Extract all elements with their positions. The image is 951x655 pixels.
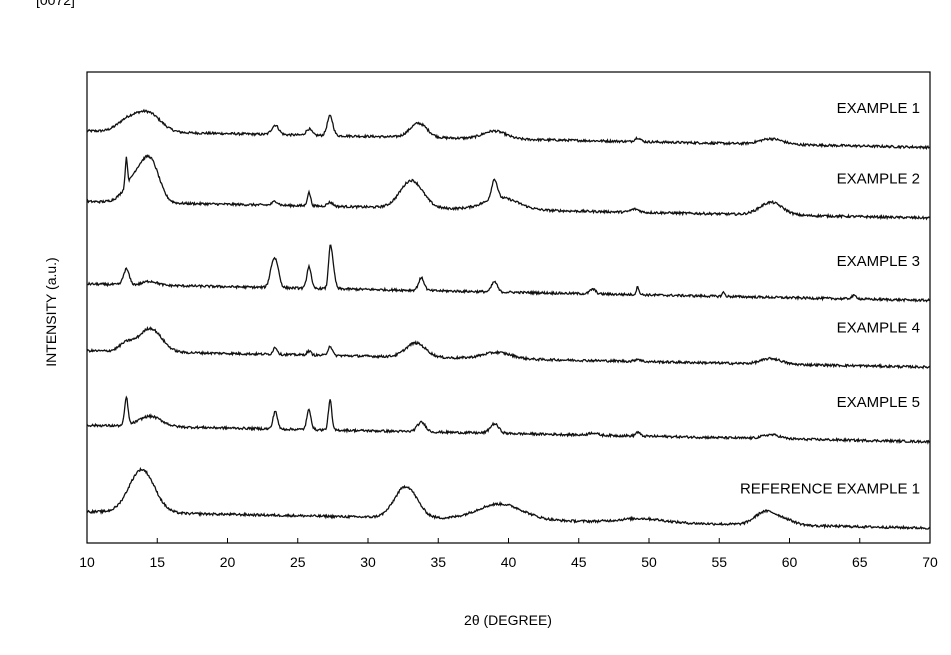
x-tick-label: 45 xyxy=(571,554,587,570)
series-line-3 xyxy=(87,245,930,301)
series-label-3: EXAMPLE 3 xyxy=(837,253,920,270)
x-tick-label: 35 xyxy=(430,554,446,570)
x-tick-label: 10 xyxy=(79,554,95,570)
series-line-1 xyxy=(87,110,930,148)
x-tick-label: 55 xyxy=(711,554,727,570)
series-line-2 xyxy=(87,155,930,218)
series-label-4: EXAMPLE 4 xyxy=(837,320,920,337)
x-tick-label: 20 xyxy=(220,554,236,570)
x-tick-label: 65 xyxy=(852,554,868,570)
x-axis-title: 2θ (DEGREE) xyxy=(464,612,552,628)
y-axis-title: INTENSITY (a.u.) xyxy=(43,257,59,366)
x-tick-label: 15 xyxy=(149,554,165,570)
x-tick-label: 25 xyxy=(290,554,306,570)
series-label-6: REFERENCE EXAMPLE 1 xyxy=(740,481,920,498)
series-line-4 xyxy=(87,328,930,369)
series-traces xyxy=(87,110,930,529)
series-labels: EXAMPLE 1 EXAMPLE 2 EXAMPLE 3 EXAMPLE 4 EXAM… xyxy=(740,100,920,498)
x-tick-label: 30 xyxy=(360,554,376,570)
series-label-5: EXAMPLE 5 xyxy=(837,394,920,411)
series-line-5 xyxy=(87,397,930,443)
series-label-1: EXAMPLE 1 xyxy=(837,100,920,117)
x-tick-label: 70 xyxy=(922,554,938,570)
x-tick-label: 60 xyxy=(782,554,798,570)
series-line-6 xyxy=(87,469,930,529)
x-tick-label: 50 xyxy=(641,554,657,570)
x-tick-label: 40 xyxy=(501,554,517,570)
series-label-2: EXAMPLE 2 xyxy=(837,170,920,187)
